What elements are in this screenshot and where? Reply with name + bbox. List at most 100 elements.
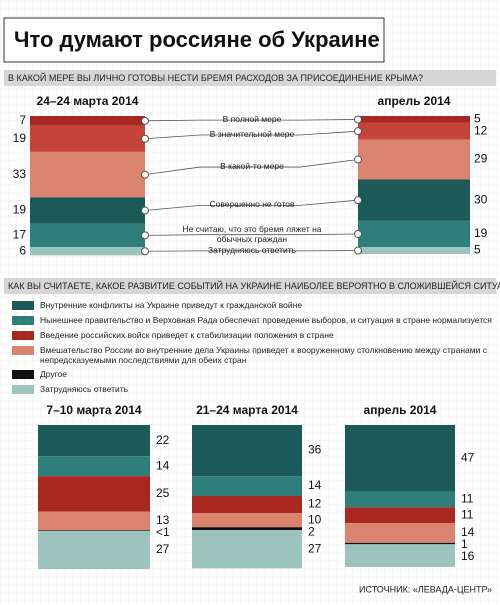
- value-label: 17: [13, 228, 27, 242]
- value-label: 25: [156, 486, 170, 500]
- connector: [144, 250, 359, 252]
- value-label: 5: [474, 112, 481, 126]
- value-label: 33: [13, 167, 27, 181]
- bar-segment: [192, 530, 302, 569]
- bar-segment: [30, 247, 145, 256]
- legend-label: Внутренние конфликты на Украине приведут…: [40, 300, 303, 310]
- value-label: 22: [156, 433, 170, 447]
- legend-label-box: Внутренние конфликты на Украине приведут…: [40, 300, 303, 310]
- value-label: 14: [156, 458, 170, 472]
- value-label: 5: [474, 243, 481, 257]
- legend-swatch: [12, 331, 34, 340]
- connector: [144, 159, 359, 176]
- value-label: 13: [156, 513, 170, 527]
- legend-label: Другое: [40, 369, 68, 379]
- category-label: Затрудняюсь ответить: [207, 244, 297, 255]
- legend-swatch: [12, 370, 34, 379]
- bar-segment: [345, 425, 455, 492]
- connector-dot: [354, 127, 362, 136]
- value-label: 30: [474, 192, 488, 206]
- category-label-box: Затрудняюсь ответить: [207, 244, 297, 255]
- bar-segment: [30, 116, 145, 126]
- bar-segment: [192, 513, 302, 528]
- bar-segment: [345, 542, 455, 545]
- value-label: 11: [461, 492, 474, 506]
- value-label: 36: [308, 443, 322, 457]
- value-label: 12: [308, 497, 322, 511]
- category-label-box: В значительной мере: [209, 128, 295, 139]
- legend-label-box: Вмешательство России во внутренние дела …: [40, 345, 487, 365]
- bar-segment: [358, 247, 470, 254]
- bar-segment: [38, 456, 150, 477]
- section-title: КАК ВЫ СЧИТАЕТЕ, КАКОЕ РАЗВИТИЕ СОБЫТИЙ …: [8, 280, 500, 291]
- connector-dot: [141, 206, 149, 215]
- category-label-box: Не считаю, что это бремя ляжет на обычны…: [182, 223, 322, 244]
- bar-segment: [345, 522, 455, 543]
- category-label-box: В какой-то мере: [220, 161, 284, 172]
- bar-segment: [30, 125, 145, 152]
- legend-label-box: Введение российских войск приведет к ста…: [40, 330, 334, 340]
- series-title: 7–10 марта 2014: [46, 403, 142, 417]
- series-title: 21–24 марта 2014: [196, 403, 298, 417]
- bar-segment: [30, 151, 145, 198]
- value-label: 14: [461, 525, 475, 539]
- bar-segment: [192, 476, 302, 496]
- bar-segment: [38, 530, 150, 531]
- value-label: 29: [474, 152, 488, 166]
- legend-label: Нынешнее правительство и Верховная Рада …: [40, 315, 492, 325]
- connector-dot: [141, 134, 149, 143]
- bar-segment: [345, 491, 455, 508]
- category-label-box: В полной мере: [222, 114, 282, 125]
- category-label-box: Совершенно не готов: [209, 199, 294, 209]
- legend-label-box: Затрудняюсь ответить: [40, 384, 129, 394]
- legend-label: Вмешательство России во внутренние дела …: [40, 345, 487, 365]
- category-label: В значительной мере: [209, 128, 295, 139]
- bar-segment: [38, 530, 150, 570]
- value-label: 27: [308, 541, 322, 555]
- series-title: апрель 2014: [378, 94, 451, 108]
- value-label: 16: [461, 549, 475, 563]
- connector-dot: [354, 229, 362, 238]
- value-label: 47: [461, 451, 475, 465]
- series-title: апрель 2014: [364, 403, 437, 417]
- bar-segment: [192, 527, 302, 531]
- connector-dot: [354, 155, 362, 164]
- legend-label: Затрудняюсь ответить: [40, 384, 129, 394]
- bar-segment: [358, 179, 470, 221]
- value-label: 14: [308, 478, 322, 492]
- legend-label-box: Нынешнее правительство и Верховная Рада …: [40, 315, 492, 325]
- value-label: 10: [308, 512, 322, 526]
- bar-segment: [30, 223, 145, 248]
- connector-dot: [141, 170, 149, 179]
- section-band: [4, 70, 496, 86]
- value-label: 2: [308, 524, 315, 538]
- title-box: [3, 17, 385, 63]
- connector-dot: [354, 246, 362, 255]
- connector-dot: [141, 116, 149, 125]
- legend-swatch: [12, 316, 34, 325]
- bar-segment: [358, 122, 470, 140]
- bar-segment: [192, 496, 302, 514]
- bar-segment: [38, 476, 150, 512]
- connector: [144, 119, 359, 122]
- connector: [144, 130, 359, 140]
- value-label: 27: [156, 542, 170, 556]
- connector-dot: [354, 115, 362, 124]
- category-label: Не считаю, что это бремя ляжет на обычны…: [182, 223, 322, 244]
- bar-segment: [358, 139, 470, 180]
- connector-dot: [141, 247, 149, 256]
- connector-dot: [141, 231, 149, 240]
- category-label: В полной мере: [222, 114, 282, 125]
- connector: [144, 199, 359, 211]
- legend-swatch: [12, 385, 34, 394]
- category-label: В какой-то мере: [220, 161, 284, 172]
- bar-segment: [345, 544, 455, 567]
- legend-swatch: [12, 346, 34, 355]
- bar-segment: [38, 425, 150, 457]
- value-label: 7: [19, 113, 26, 127]
- value-label: 19: [13, 203, 27, 217]
- source: ИСТОЧНИК: «ЛЕВАДА-ЦЕНТР»: [359, 584, 492, 594]
- section-band: [4, 278, 496, 294]
- bar-segment: [38, 511, 150, 531]
- bar-segment: [30, 197, 145, 224]
